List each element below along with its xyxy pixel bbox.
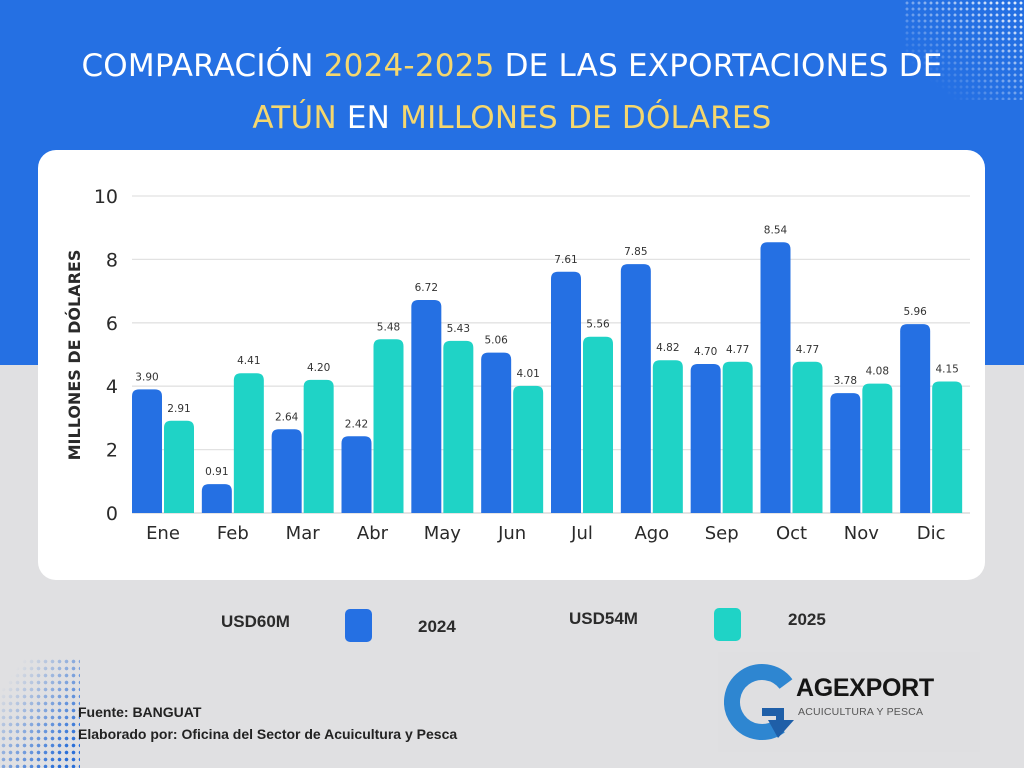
logo-name: AGEXPORT xyxy=(796,674,934,702)
legend-label-2025: 2025 xyxy=(788,610,826,629)
bar-chart: 0 2 4 6 8 10 MILLONES DE DÓLARES 3.90 2.91 Ene 0.9… xyxy=(65,186,970,544)
legend-swatch-2024 xyxy=(345,609,372,642)
x-tick-label: Mar xyxy=(286,523,321,544)
x-tick-label: Jul xyxy=(570,523,593,544)
y-tick-label: 2 xyxy=(106,440,118,462)
bar-2024-ene xyxy=(132,389,162,513)
data-label: 4.01 xyxy=(516,368,539,380)
bar-2024-jul xyxy=(551,271,581,513)
x-tick-label: Feb xyxy=(217,523,249,544)
x-tick-label: Abr xyxy=(357,523,389,544)
chart-card: 0 2 4 6 8 10 MILLONES DE DÓLARES 3.90 2.91 Ene 0.9… xyxy=(38,150,985,580)
data-label: 6.72 xyxy=(415,282,438,294)
data-label: 8.54 xyxy=(764,224,788,236)
x-tick-label: Jun xyxy=(497,523,526,544)
title-part: DE LAS EXPORTACIONES DE xyxy=(494,48,943,84)
data-label: 5.56 xyxy=(586,319,610,331)
x-tick-label: Ene xyxy=(146,523,180,544)
data-label: 4.20 xyxy=(307,362,330,374)
title-part-highlight: ATÚN xyxy=(252,100,337,136)
title-part: EN xyxy=(336,100,401,136)
data-label: 5.96 xyxy=(903,306,927,318)
bar-2024-feb xyxy=(201,484,232,513)
bar-2025-jun xyxy=(513,385,544,513)
bar-2025-sep xyxy=(722,361,753,513)
x-tick-label: Ago xyxy=(634,523,669,544)
data-label: 4.08 xyxy=(866,366,889,378)
bar-2025-oct xyxy=(792,361,823,513)
bar-2025-abr xyxy=(373,339,404,513)
bar-2025-may xyxy=(443,340,474,513)
data-label: 0.91 xyxy=(205,466,228,478)
bar-2025-ago xyxy=(652,360,683,513)
x-tick-label: Dic xyxy=(917,523,946,544)
page-title: COMPARACIÓN 2024-2025 DE LAS EXPORTACION… xyxy=(0,40,1024,144)
y-tick-label: 6 xyxy=(106,313,118,335)
author-text: Elaborado por: Oficina del Sector de Acu… xyxy=(78,726,458,742)
title-part-highlight: MILLONES DE DÓLARES xyxy=(400,100,772,136)
data-label: 2.42 xyxy=(345,418,368,430)
y-tick-label: 0 xyxy=(106,503,118,525)
decorative-dots-bottom-left xyxy=(0,658,80,768)
data-label: 4.70 xyxy=(694,346,717,358)
data-label: 7.85 xyxy=(624,246,647,258)
x-tick-label: Nov xyxy=(844,523,879,544)
data-label: 7.61 xyxy=(554,254,577,266)
data-label: 5.48 xyxy=(377,321,400,333)
bar-2025-nov xyxy=(862,383,893,513)
title-line-1: COMPARACIÓN 2024-2025 DE LAS EXPORTACION… xyxy=(0,40,1024,92)
x-tick-label: Oct xyxy=(776,523,807,544)
bar-2025-jul xyxy=(583,336,613,513)
data-label: 4.82 xyxy=(656,342,679,354)
data-label: 5.06 xyxy=(484,335,508,347)
legend-total-2025: USD54M xyxy=(569,609,638,628)
data-label: 4.15 xyxy=(935,363,958,375)
data-label: 4.77 xyxy=(726,344,749,356)
x-tick-label: Sep xyxy=(705,523,739,544)
bar-2024-jun xyxy=(481,352,512,513)
logo-subtitle: ACUICULTURA Y PESCA xyxy=(798,706,924,718)
legend-label-2024: 2024 xyxy=(418,617,456,636)
bar-2024-abr xyxy=(341,436,372,513)
data-label: 3.90 xyxy=(135,371,158,383)
y-tick-label: 10 xyxy=(94,186,118,208)
bar-2024-nov xyxy=(830,393,861,513)
data-label: 2.64 xyxy=(275,411,299,423)
title-part: COMPARACIÓN xyxy=(81,48,324,84)
legend-total-2024: USD60M xyxy=(221,612,290,631)
bar-2024-sep xyxy=(690,364,721,513)
y-tick-label: 8 xyxy=(106,249,118,271)
bar-2024-ago xyxy=(620,264,651,513)
legend-swatch-2025 xyxy=(714,608,741,641)
data-label: 5.43 xyxy=(447,323,470,335)
bar-2025-ene xyxy=(164,420,194,513)
data-label: 2.91 xyxy=(167,403,190,415)
bar-2024-mar xyxy=(271,429,302,513)
bar-2024-dic xyxy=(900,324,931,513)
agexport-logo: AGEXPORT ACUICULTURA Y PESCA xyxy=(718,652,980,752)
title-part-highlight: 2024-2025 xyxy=(323,48,495,84)
y-tick-label: 4 xyxy=(106,376,118,398)
bar-2024-may xyxy=(411,299,442,513)
y-axis-label: MILLONES DE DÓLARES xyxy=(65,250,84,461)
x-tick-label: May xyxy=(424,523,462,544)
bar-2025-dic xyxy=(932,381,963,513)
bar-2025-mar xyxy=(303,379,334,513)
source-text: Fuente: BANGUAT xyxy=(78,704,202,720)
data-label: 3.78 xyxy=(834,375,857,387)
bar-2025-feb xyxy=(233,373,264,513)
data-label: 4.41 xyxy=(237,355,260,367)
decorative-dots-top-right xyxy=(904,0,1024,100)
data-label: 4.77 xyxy=(796,344,819,356)
title-line-2: ATÚN EN MILLONES DE DÓLARES xyxy=(0,92,1024,144)
bar-2024-oct xyxy=(760,242,791,514)
logo-g-icon xyxy=(724,664,794,740)
